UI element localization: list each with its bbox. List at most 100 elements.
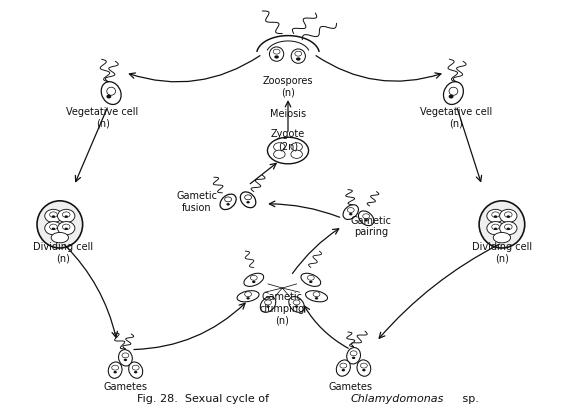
Circle shape — [245, 292, 252, 297]
Circle shape — [313, 292, 320, 297]
Circle shape — [308, 275, 314, 280]
Ellipse shape — [58, 209, 75, 223]
Text: Gametic
pairing: Gametic pairing — [350, 215, 391, 237]
Circle shape — [365, 219, 368, 222]
Ellipse shape — [343, 205, 358, 220]
Circle shape — [352, 357, 355, 359]
Text: Zoospores
(n): Zoospores (n) — [263, 76, 313, 98]
Ellipse shape — [260, 297, 276, 312]
Circle shape — [247, 201, 250, 203]
Circle shape — [295, 305, 298, 308]
Circle shape — [361, 363, 367, 368]
Circle shape — [225, 197, 232, 202]
Text: Gametic
clumping
(n): Gametic clumping (n) — [260, 292, 305, 325]
Text: Dividing cell
(n): Dividing cell (n) — [472, 243, 532, 264]
Circle shape — [350, 351, 357, 356]
Ellipse shape — [479, 201, 525, 248]
Ellipse shape — [289, 297, 304, 312]
Circle shape — [62, 212, 70, 217]
Circle shape — [293, 300, 300, 305]
Circle shape — [65, 228, 68, 230]
Text: Meiosis: Meiosis — [270, 109, 306, 119]
Ellipse shape — [493, 233, 510, 243]
Circle shape — [363, 214, 370, 219]
Circle shape — [62, 224, 70, 230]
Circle shape — [251, 275, 257, 280]
Circle shape — [113, 371, 117, 374]
Text: Gametic
fusion: Gametic fusion — [176, 191, 217, 213]
Circle shape — [449, 95, 453, 98]
Ellipse shape — [37, 201, 82, 248]
Circle shape — [492, 224, 499, 230]
Circle shape — [273, 49, 280, 54]
Ellipse shape — [240, 192, 256, 208]
Ellipse shape — [336, 360, 350, 376]
Ellipse shape — [301, 273, 321, 286]
Circle shape — [274, 55, 279, 59]
Ellipse shape — [237, 291, 259, 302]
Ellipse shape — [487, 222, 504, 235]
Text: Gametes: Gametes — [104, 381, 147, 391]
Circle shape — [107, 95, 111, 98]
Circle shape — [347, 208, 354, 213]
Ellipse shape — [108, 362, 122, 378]
Ellipse shape — [358, 211, 374, 225]
Circle shape — [506, 228, 510, 230]
Circle shape — [122, 353, 129, 358]
Circle shape — [295, 51, 302, 56]
Circle shape — [264, 300, 271, 305]
Text: Zygote
(2n): Zygote (2n) — [271, 129, 305, 151]
Ellipse shape — [51, 233, 69, 243]
Circle shape — [505, 224, 512, 230]
Ellipse shape — [499, 222, 517, 235]
Text: Chlamydomonas: Chlamydomonas — [351, 394, 444, 404]
Circle shape — [134, 371, 138, 374]
Ellipse shape — [244, 273, 264, 286]
Circle shape — [252, 281, 256, 283]
Circle shape — [50, 212, 57, 217]
Ellipse shape — [220, 194, 236, 210]
Ellipse shape — [305, 291, 328, 302]
Ellipse shape — [58, 222, 75, 235]
Circle shape — [50, 224, 57, 230]
Circle shape — [52, 228, 55, 230]
Text: Gametes: Gametes — [329, 381, 373, 391]
Ellipse shape — [487, 209, 504, 223]
Circle shape — [494, 215, 497, 218]
Ellipse shape — [444, 82, 463, 104]
Ellipse shape — [347, 348, 361, 364]
Text: sp.: sp. — [459, 394, 479, 404]
Ellipse shape — [291, 49, 305, 63]
Circle shape — [266, 305, 270, 308]
Circle shape — [65, 215, 68, 218]
Text: Vegetative cell
(n): Vegetative cell (n) — [66, 107, 139, 129]
Ellipse shape — [119, 349, 132, 366]
Text: Dividing cell
(n): Dividing cell (n) — [33, 243, 93, 264]
Circle shape — [492, 212, 499, 217]
Circle shape — [296, 57, 301, 61]
Circle shape — [342, 369, 345, 371]
Circle shape — [112, 365, 119, 370]
Circle shape — [245, 195, 252, 200]
Ellipse shape — [499, 209, 517, 223]
Text: Vegetative cell
(n): Vegetative cell (n) — [420, 107, 492, 129]
Circle shape — [274, 150, 285, 158]
Circle shape — [505, 212, 512, 217]
Ellipse shape — [45, 222, 62, 235]
Ellipse shape — [101, 82, 121, 104]
Circle shape — [226, 203, 230, 206]
Circle shape — [291, 143, 302, 151]
Circle shape — [349, 213, 353, 215]
Circle shape — [291, 150, 302, 158]
Ellipse shape — [449, 87, 458, 95]
Circle shape — [309, 281, 313, 283]
Text: Fig. 28.  Sexual cycle of: Fig. 28. Sexual cycle of — [137, 394, 272, 404]
Circle shape — [52, 215, 55, 218]
Text: Fig. 28.  Sexual cycle of Chlamydomonas sp.: Fig. 28. Sexual cycle of Chlamydomonas s… — [164, 394, 412, 404]
Circle shape — [124, 359, 127, 361]
Circle shape — [247, 297, 250, 300]
Ellipse shape — [270, 47, 284, 61]
Ellipse shape — [107, 87, 116, 95]
Circle shape — [506, 215, 510, 218]
Circle shape — [340, 363, 347, 368]
